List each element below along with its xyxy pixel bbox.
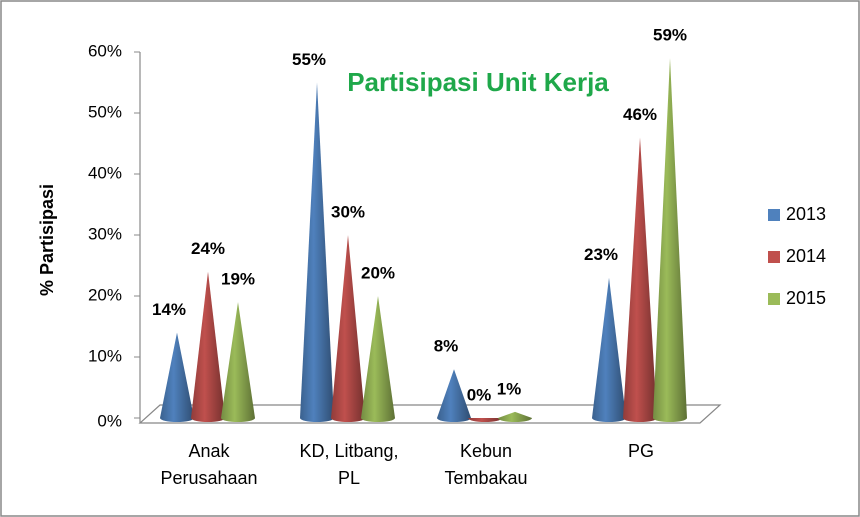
cone (592, 277, 626, 422)
cone (653, 58, 687, 422)
cone (331, 235, 365, 422)
cone (221, 302, 255, 422)
data-label: 59% (653, 26, 687, 45)
cone (300, 82, 334, 422)
y-axis-label: % Partisipasi (37, 184, 57, 296)
data-label: 8% (434, 337, 459, 356)
data-label: 46% (623, 105, 657, 124)
cone (160, 332, 194, 422)
cone (361, 296, 395, 422)
legend-swatch (768, 251, 780, 263)
legend-swatch (768, 293, 780, 305)
data-label: 20% (361, 263, 395, 282)
y-tick-label: 40% (88, 163, 122, 182)
data-label: 30% (331, 202, 365, 221)
legend-swatch (768, 209, 780, 221)
chart-title: Partisipasi Unit Kerja (347, 67, 609, 97)
x-tick-label: KD, Litbang, PL (299, 441, 399, 488)
cone (498, 411, 532, 422)
x-tick-label: PG (627, 441, 654, 461)
data-label: 14% (152, 300, 186, 319)
x-tick-label: Anak Perusahaan (160, 441, 258, 488)
data-label: 0% (467, 385, 492, 404)
data-label: 24% (191, 239, 225, 258)
y-tick-label: 10% (88, 346, 122, 365)
cone (437, 369, 471, 422)
floor (138, 404, 722, 424)
y-tick-label: 60% (88, 41, 122, 60)
data-label: 55% (292, 50, 326, 69)
y-tick-label: 30% (88, 224, 122, 243)
data-label: 1% (497, 379, 522, 398)
cone (191, 271, 225, 422)
legend-label: 2014 (786, 246, 826, 266)
legend-label: 2015 (786, 288, 826, 308)
data-label: 23% (584, 245, 618, 264)
y-tick-label: 50% (88, 102, 122, 121)
cone (468, 418, 502, 422)
cone (623, 137, 657, 422)
y-tick-label: 20% (88, 285, 122, 304)
y-tick-label: 0% (97, 411, 122, 430)
data-label: 19% (221, 270, 255, 289)
x-tick-label: Kebun Tembakau (444, 441, 528, 488)
legend-label: 2013 (786, 204, 826, 224)
